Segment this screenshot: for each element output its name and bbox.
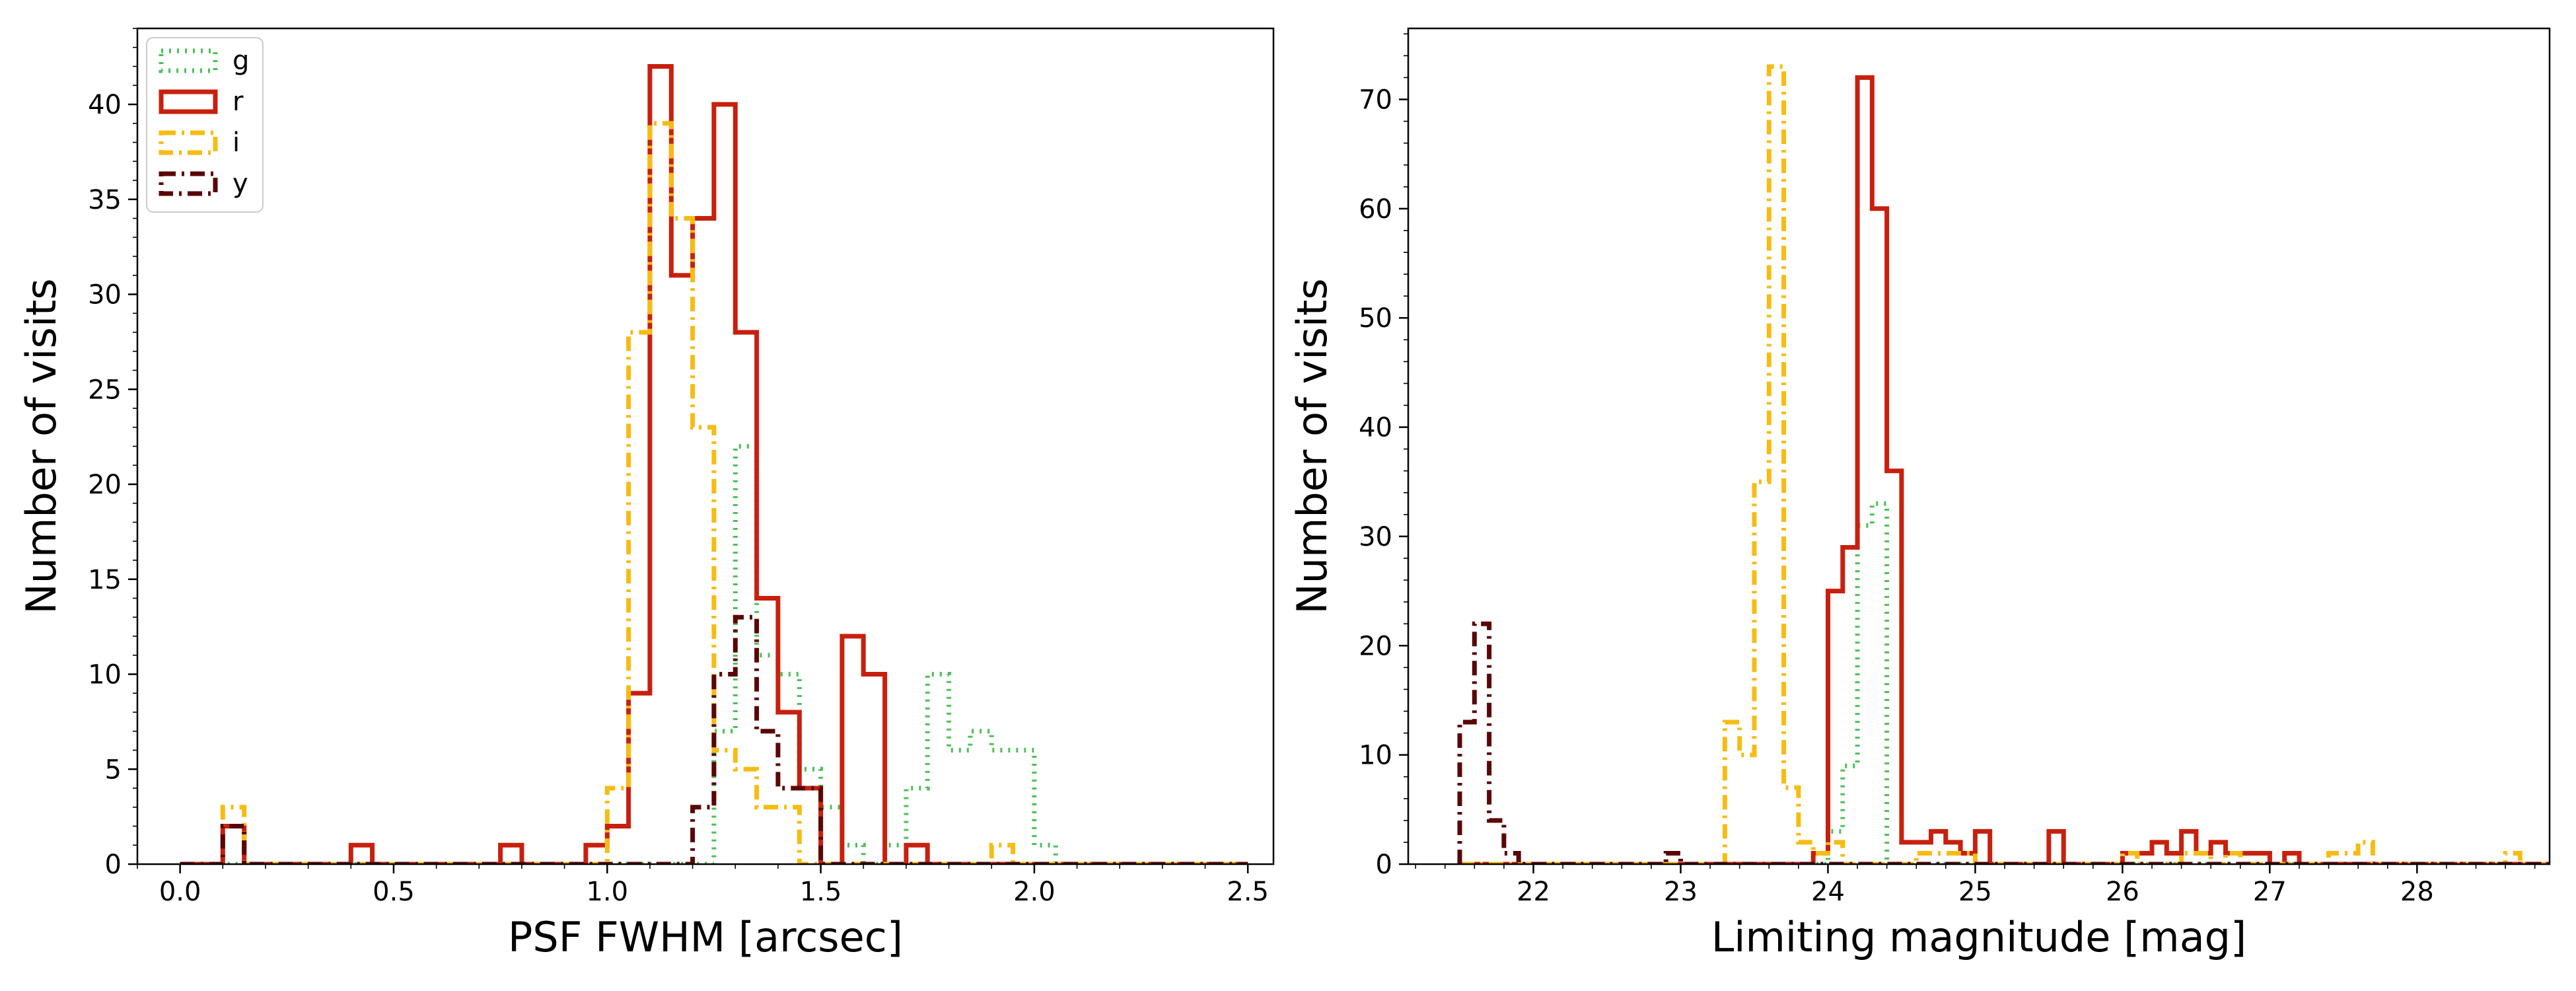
y-axis-ticks: 0 10 20 30 40 50 60 70 — [1359, 33, 1408, 880]
y-tick-label: 20 — [88, 470, 122, 500]
x-tick-label: 0.5 — [373, 877, 415, 907]
legend-handle-y — [159, 171, 218, 196]
y-tick-label: 25 — [88, 375, 122, 405]
y-tick-label: 0 — [1376, 850, 1392, 880]
legend-handle-r — [159, 89, 218, 114]
axes-frame — [136, 27, 1275, 865]
axes-frame — [1407, 27, 2551, 865]
legend-label-r: r — [233, 87, 244, 117]
y-tick-label: 50 — [1359, 303, 1392, 334]
y-tick-label: 40 — [1359, 413, 1392, 443]
legend-handle-g — [159, 48, 218, 73]
limiting-magnitude-chart: 22 23 24 25 26 27 28 0 10 20 30 40 50 60 70 Limiting ma… — [1288, 27, 2551, 961]
series-r-histogram — [180, 64, 1248, 864]
legend-handle-i — [159, 130, 218, 155]
y-tick-label: 10 — [1359, 741, 1392, 771]
y-tick-label: 60 — [1359, 194, 1392, 225]
y-tick-label: 15 — [88, 565, 122, 595]
x-axis-ticks: 22 23 24 25 26 27 28 — [1415, 864, 2536, 907]
series-r-histogram — [1460, 75, 2550, 864]
x-tick-label: 22 — [1517, 877, 1550, 907]
legend-label-g: g — [233, 46, 249, 76]
y-tick-label: 70 — [1359, 85, 1392, 115]
y-tick-label: 30 — [88, 280, 122, 311]
y-tick-label: 0 — [105, 850, 122, 880]
y-tick-label: 5 — [105, 754, 122, 785]
legend-label-y: y — [233, 168, 248, 199]
x-tick-label: 2.5 — [1227, 877, 1269, 907]
x-axis-label: Limiting magnitude [mag] — [1711, 913, 2246, 961]
y-tick-label: 30 — [1359, 522, 1392, 552]
y-tick-label: 35 — [88, 185, 122, 215]
x-axis-ticks: 0.0 0.5 1.0 1.5 2.0 2.5 — [137, 864, 1269, 907]
y-axis-label: Number of visits — [1288, 278, 1336, 614]
legend-label-i: i — [233, 128, 240, 158]
series-y-histogram — [1457, 621, 2550, 864]
legend-frame — [146, 37, 264, 213]
x-tick-label: 26 — [2106, 877, 2139, 907]
plot-area: 0.0 0.5 1.0 1.5 2.0 2.5 0 5 10 15 20 25 30 35 40 PSF FW… — [17, 27, 1275, 961]
x-axis-label: PSF FWHM [arcsec] — [508, 913, 903, 961]
series-group — [180, 64, 1248, 864]
x-tick-label: 24 — [1811, 877, 1845, 907]
y-axis-label: Number of visits — [17, 278, 65, 614]
x-tick-label: 0.0 — [159, 877, 201, 907]
series-group — [1457, 64, 2550, 864]
x-tick-label: 28 — [2400, 877, 2434, 907]
y-tick-label: 20 — [1359, 631, 1392, 661]
y-tick-label: 40 — [88, 90, 122, 120]
x-tick-label: 1.0 — [586, 877, 628, 907]
x-tick-label: 27 — [2253, 877, 2287, 907]
x-tick-label: 23 — [1664, 877, 1698, 907]
x-tick-label: 2.0 — [1013, 877, 1055, 907]
psf-fwhm-chart: 0.0 0.5 1.0 1.5 2.0 2.5 0 5 10 15 20 25 30 35 40 PSF FW… — [17, 27, 1275, 961]
series-i-histogram — [1460, 64, 2550, 864]
series-g-histogram — [1460, 501, 2550, 864]
plot-area: 22 23 24 25 26 27 28 0 10 20 30 40 50 60 70 Limiting ma… — [1288, 27, 2551, 961]
x-tick-label: 1.5 — [800, 877, 842, 907]
y-tick-label: 10 — [88, 660, 122, 690]
x-tick-label: 25 — [1958, 877, 1992, 907]
y-axis-ticks: 0 5 10 15 20 25 30 35 40 — [88, 28, 137, 880]
